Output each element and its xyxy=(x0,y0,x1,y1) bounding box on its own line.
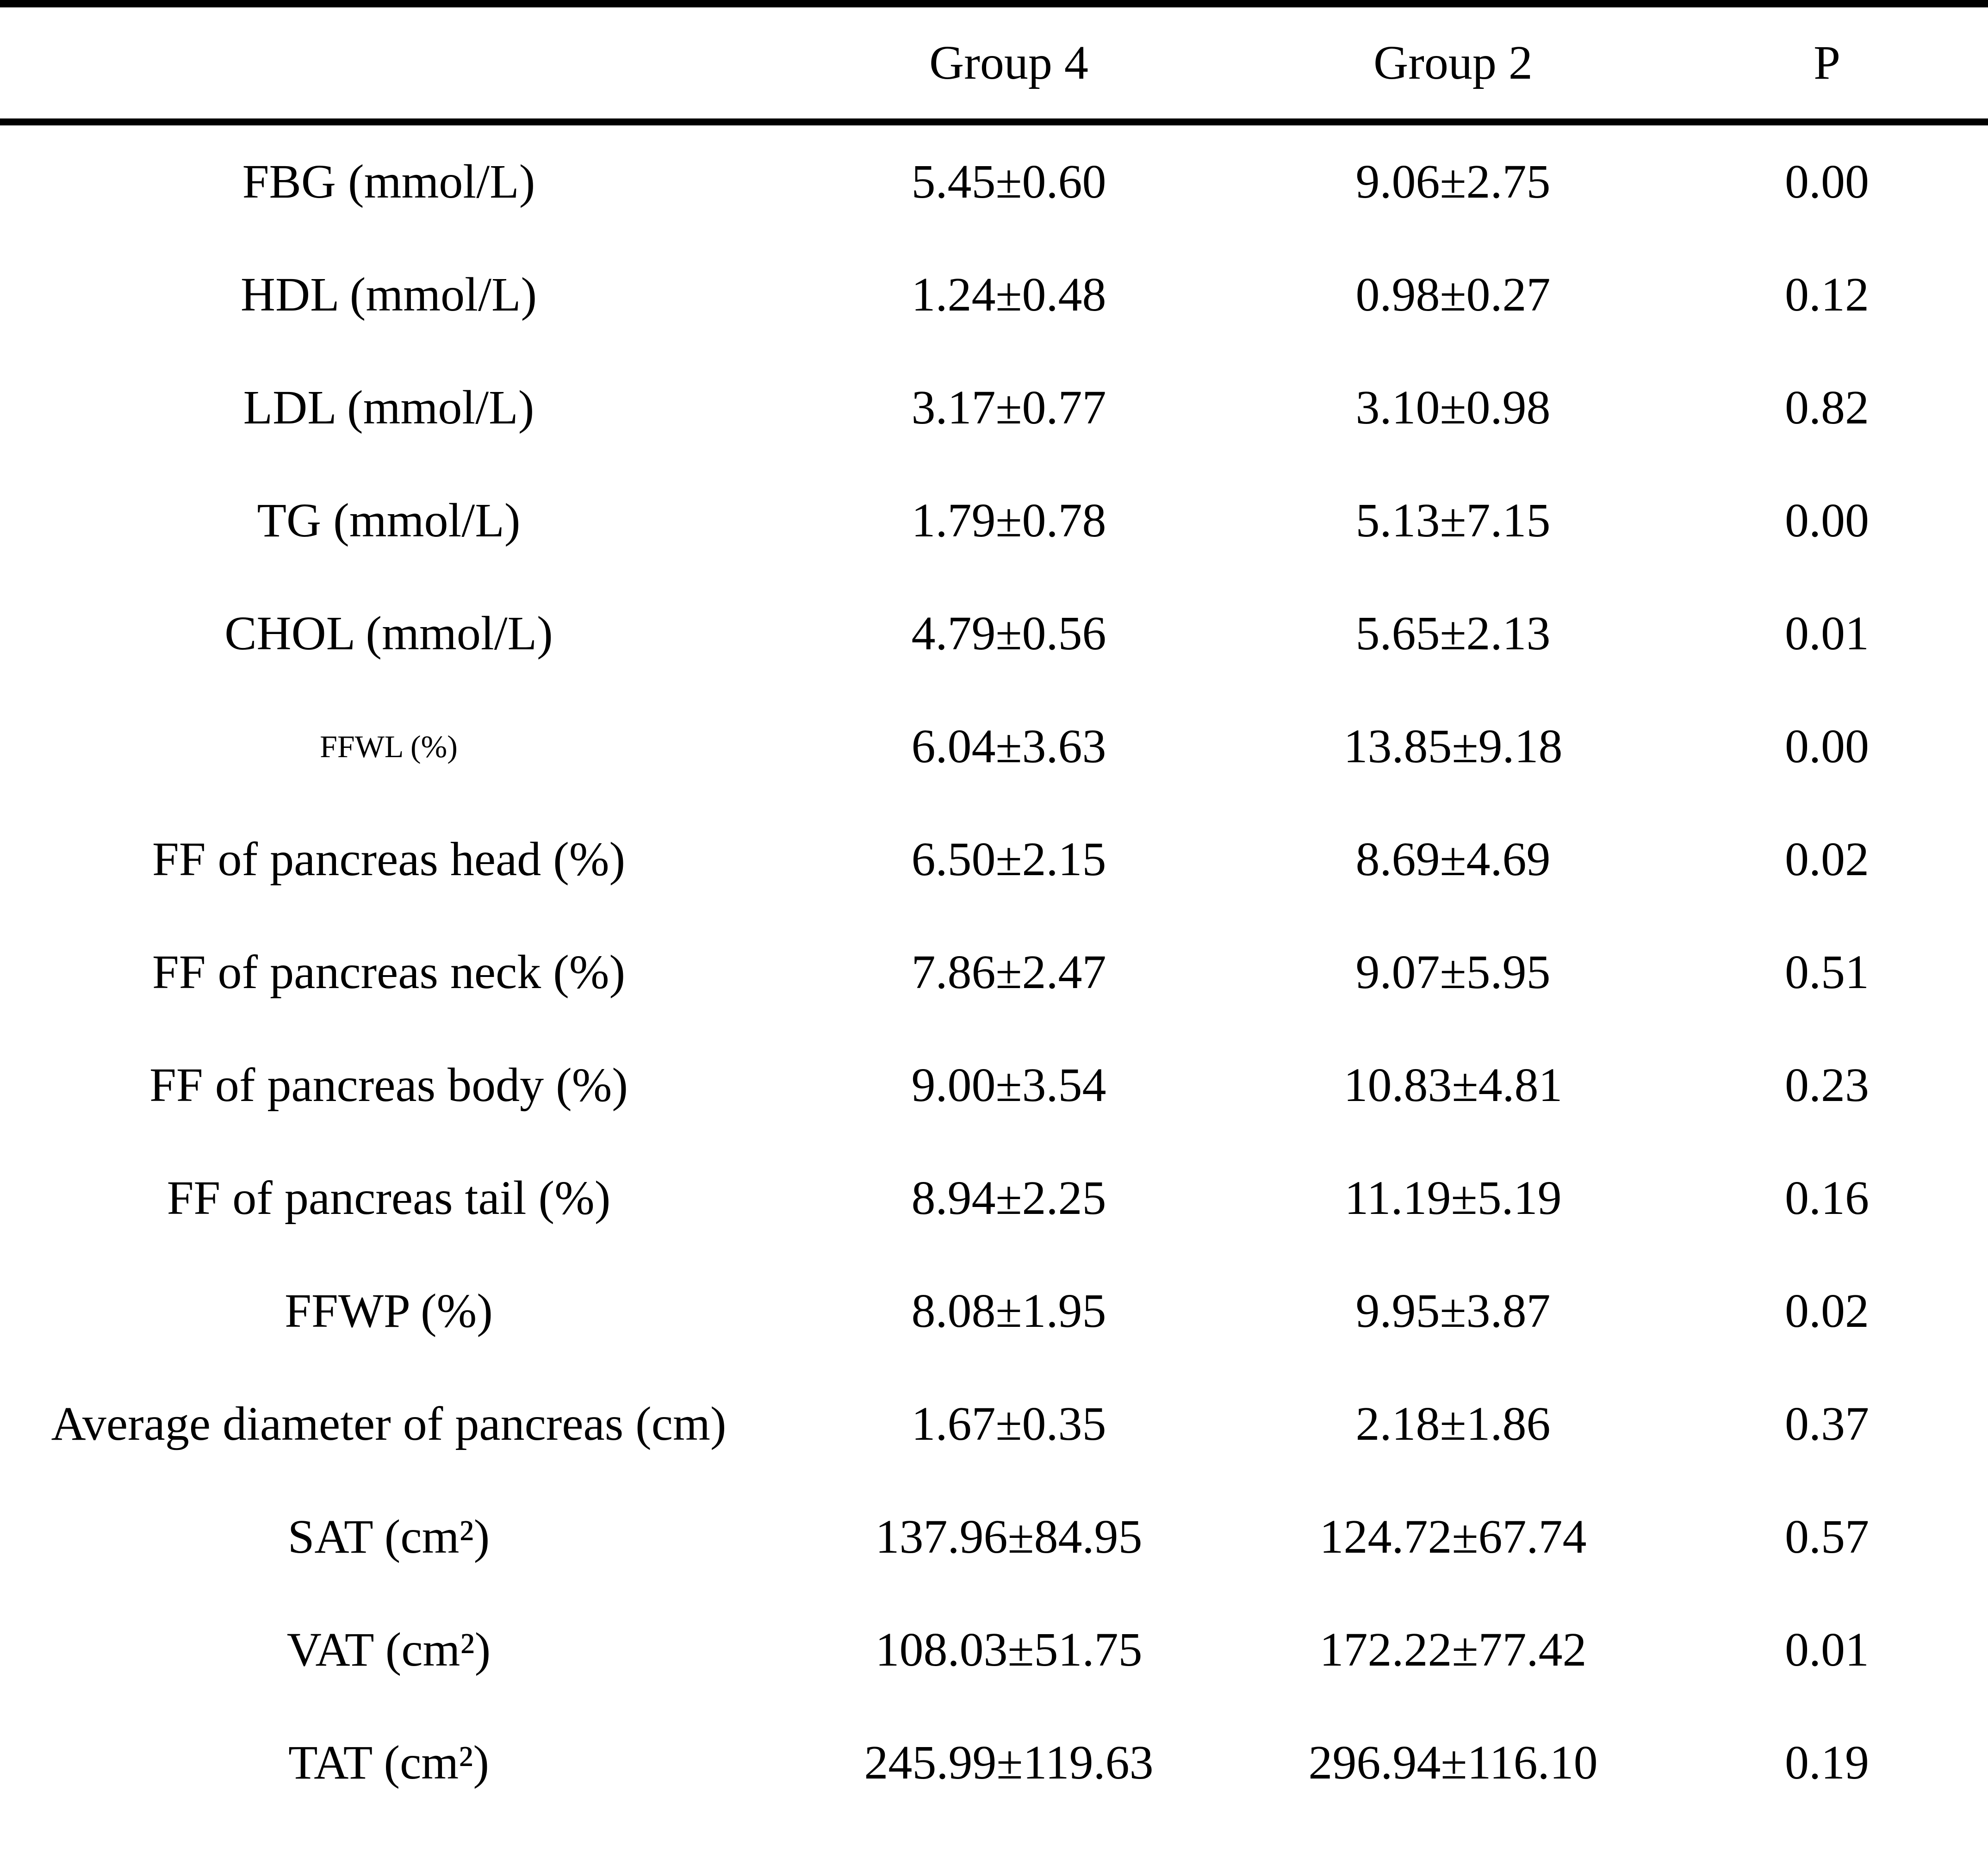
table-row-fbg: FBG (mmol/L) 5.45±0.60 9.06±2.75 0.00 xyxy=(0,125,1988,238)
row-label: FF of pancreas tail (%) xyxy=(167,1171,611,1225)
group4-value: 9.00±3.54 xyxy=(911,1058,1106,1112)
group4-value: 8.08±1.95 xyxy=(911,1284,1106,1337)
group2-value: 3.10±0.98 xyxy=(1355,381,1551,434)
table-row-vat: VAT (cm²) 108.03±51.75 172.22±77.42 0.01 xyxy=(0,1593,1988,1706)
group4-value: 245.99±119.63 xyxy=(864,1736,1154,1789)
group4-value: 1.24±0.48 xyxy=(911,268,1106,321)
row-label: FFWP (%) xyxy=(285,1284,493,1337)
row-label: Average diameter of pancreas (cm) xyxy=(51,1397,727,1450)
group2-value: 9.95±3.87 xyxy=(1355,1284,1551,1337)
group4-value: 6.50±2.15 xyxy=(911,833,1106,886)
table-row-ff-tail: FF of pancreas tail (%) 8.94±2.25 11.19±… xyxy=(0,1142,1988,1255)
row-label: FF of pancreas neck (%) xyxy=(152,945,626,999)
group2-value: 296.94±116.10 xyxy=(1308,1736,1598,1789)
p-value: 0.82 xyxy=(1785,381,1869,434)
table-row-avg-diameter: Average diameter of pancreas (cm) 1.67±0… xyxy=(0,1368,1988,1480)
table-row-ffwl: FFWL (%) 6.04±3.63 13.85±9.18 0.00 xyxy=(0,690,1988,803)
group2-value: 2.18±1.86 xyxy=(1355,1397,1551,1450)
p-value: 0.00 xyxy=(1785,720,1869,773)
table-header-rule xyxy=(0,118,1988,125)
p-value: 0.01 xyxy=(1785,1623,1869,1676)
group4-value: 7.86±2.47 xyxy=(911,945,1106,999)
row-label: TAT (cm²) xyxy=(288,1736,489,1789)
table-row-ff-body: FF of pancreas body (%) 9.00±3.54 10.83±… xyxy=(0,1029,1988,1142)
p-value: 0.02 xyxy=(1785,833,1869,886)
group2-value: 172.22±77.42 xyxy=(1319,1623,1587,1676)
header-group4: Group 4 xyxy=(929,36,1088,89)
group4-value: 4.79±0.56 xyxy=(911,607,1106,660)
table-row-tat: TAT (cm²) 245.99±119.63 296.94±116.10 0.… xyxy=(0,1706,1988,1819)
group4-value: 137.96±84.95 xyxy=(875,1510,1143,1563)
header-group2: Group 2 xyxy=(1373,36,1533,89)
group2-value: 11.19±5.19 xyxy=(1344,1171,1562,1225)
table-row-ffwp: FFWP (%) 8.08±1.95 9.95±3.87 0.02 xyxy=(0,1255,1988,1368)
p-value: 0.51 xyxy=(1785,945,1869,999)
group2-value: 5.13±7.15 xyxy=(1355,494,1551,547)
group2-value: 8.69±4.69 xyxy=(1355,833,1551,886)
row-label: FFWL (%) xyxy=(320,729,458,764)
p-value: 0.37 xyxy=(1785,1397,1869,1450)
group2-value: 0.98±0.27 xyxy=(1355,268,1551,321)
group4-value: 6.04±3.63 xyxy=(911,720,1106,773)
group4-value: 108.03±51.75 xyxy=(875,1623,1143,1676)
group4-value: 5.45±0.60 xyxy=(911,155,1106,208)
table-row-ff-head: FF of pancreas head (%) 6.50±2.15 8.69±4… xyxy=(0,803,1988,916)
row-label: TG (mmol/L) xyxy=(257,494,521,547)
p-value: 0.01 xyxy=(1785,607,1869,660)
p-value: 0.00 xyxy=(1785,155,1869,208)
header-p: P xyxy=(1814,36,1840,89)
row-label: FF of pancreas head (%) xyxy=(152,833,626,886)
group2-value: 124.72±67.74 xyxy=(1319,1510,1587,1563)
header-empty-cell xyxy=(0,7,777,118)
table-row-ldl: LDL (mmol/L) 3.17±0.77 3.10±0.98 0.82 xyxy=(0,351,1988,464)
group2-value: 13.85±9.18 xyxy=(1343,720,1563,773)
group4-value: 3.17±0.77 xyxy=(911,381,1106,434)
group2-value: 9.06±2.75 xyxy=(1355,155,1551,208)
table-row-tg: TG (mmol/L) 1.79±0.78 5.13±7.15 0.00 xyxy=(0,464,1988,577)
table-row-hdl: HDL (mmol/L) 1.24±0.48 0.98±0.27 0.12 xyxy=(0,238,1988,351)
p-value: 0.57 xyxy=(1785,1510,1869,1563)
row-label: CHOL (mmol/L) xyxy=(224,607,553,660)
p-value: 0.23 xyxy=(1785,1058,1869,1112)
group4-value: 8.94±2.25 xyxy=(911,1171,1106,1225)
row-label: FF of pancreas body (%) xyxy=(149,1058,628,1112)
row-label: LDL (mmol/L) xyxy=(243,381,534,434)
table-header: Group 4 Group 2 P xyxy=(0,7,1988,118)
group4-value: 1.79±0.78 xyxy=(911,494,1106,547)
group4-value: 1.67±0.35 xyxy=(911,1397,1106,1450)
table-row-ff-neck: FF of pancreas neck (%) 7.86±2.47 9.07±5… xyxy=(0,916,1988,1029)
p-value: 0.00 xyxy=(1785,494,1869,547)
row-label: VAT (cm²) xyxy=(286,1623,491,1676)
row-label: SAT (cm²) xyxy=(287,1510,490,1563)
table-top-rule xyxy=(0,0,1988,7)
p-value: 0.19 xyxy=(1785,1736,1869,1789)
p-value: 0.12 xyxy=(1785,268,1869,321)
p-value: 0.02 xyxy=(1785,1284,1869,1337)
table-row-chol: CHOL (mmol/L) 4.79±0.56 5.65±2.13 0.01 xyxy=(0,577,1988,690)
row-label: HDL (mmol/L) xyxy=(240,268,537,321)
group2-value: 5.65±2.13 xyxy=(1355,607,1551,660)
p-value: 0.16 xyxy=(1785,1171,1869,1225)
group2-value: 10.83±4.81 xyxy=(1343,1058,1563,1112)
row-label: FBG (mmol/L) xyxy=(242,155,535,208)
group2-value: 9.07±5.95 xyxy=(1355,945,1551,999)
table-row-sat: SAT (cm²) 137.96±84.95 124.72±67.74 0.57 xyxy=(0,1480,1988,1593)
